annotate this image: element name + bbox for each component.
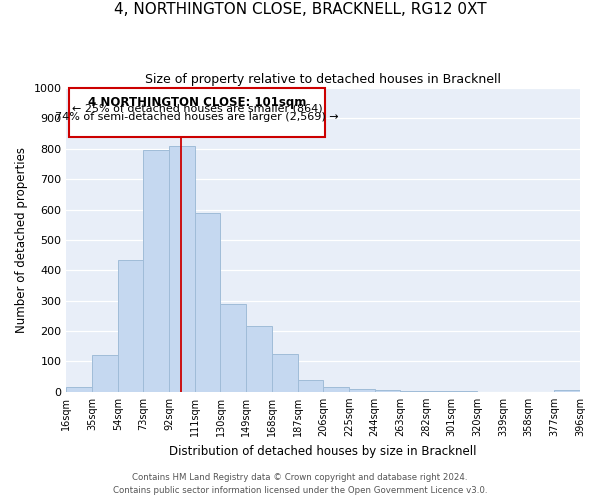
X-axis label: Distribution of detached houses by size in Bracknell: Distribution of detached houses by size … (169, 444, 477, 458)
Text: 74% of semi-detached houses are larger (2,569) →: 74% of semi-detached houses are larger (… (55, 112, 338, 122)
Bar (554, 390, 580, 392)
Text: 4 NORTHINGTON CLOSE: 101sqm: 4 NORTHINGTON CLOSE: 101sqm (88, 96, 306, 108)
Text: ← 25% of detached houses are smaller (864): ← 25% of detached houses are smaller (86… (71, 104, 322, 114)
Y-axis label: Number of detached properties: Number of detached properties (15, 147, 28, 333)
Text: Contains HM Land Registry data © Crown copyright and database right 2024.
Contai: Contains HM Land Registry data © Crown c… (113, 474, 487, 495)
Bar (323, 387, 349, 392)
FancyBboxPatch shape (69, 88, 325, 136)
Bar (220, 304, 246, 392)
Bar (67, 387, 92, 392)
Bar (272, 354, 298, 392)
Bar (400, 390, 426, 392)
Bar (118, 260, 143, 392)
Bar (246, 326, 272, 392)
Bar (374, 390, 400, 392)
Bar (92, 356, 118, 392)
Bar (426, 391, 452, 392)
Bar (452, 391, 477, 392)
Bar (298, 380, 323, 392)
Bar (349, 390, 374, 392)
Bar (169, 146, 195, 392)
Bar (143, 150, 169, 392)
Bar (195, 212, 220, 392)
Text: 4, NORTHINGTON CLOSE, BRACKNELL, RG12 0XT: 4, NORTHINGTON CLOSE, BRACKNELL, RG12 0X… (113, 2, 487, 18)
Title: Size of property relative to detached houses in Bracknell: Size of property relative to detached ho… (145, 72, 501, 86)
